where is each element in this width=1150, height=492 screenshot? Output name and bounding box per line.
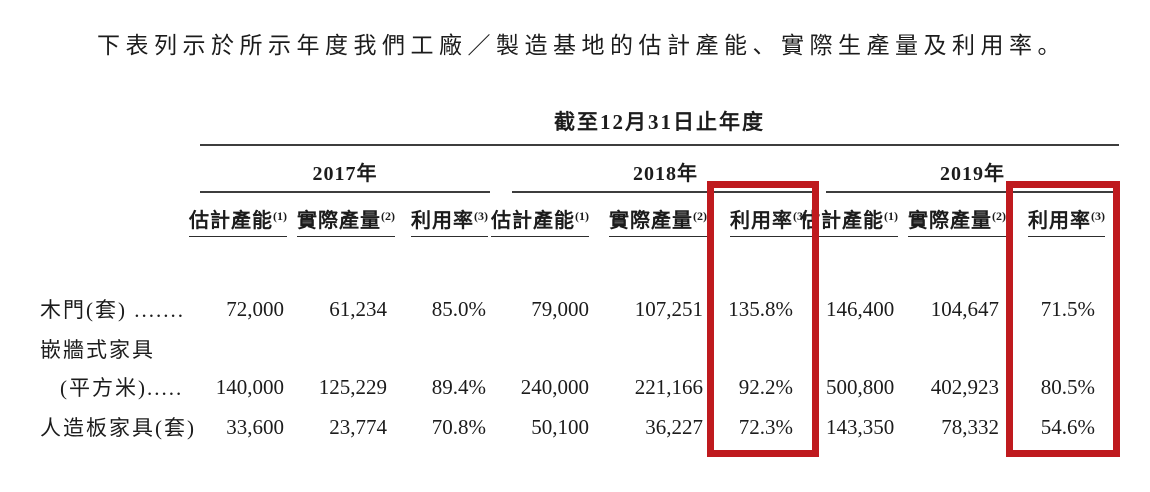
table-row-wallmounted-furniture-label: 嵌牆式家具 xyxy=(40,330,1119,368)
column-header-2019-actual-output: 實際產量(2) xyxy=(901,204,1006,240)
value-cell: 80.5% xyxy=(1040,374,1095,399)
value-cell: 92.2% xyxy=(738,374,793,399)
header-body-spacer xyxy=(40,240,1119,288)
column-header-2018-estimated-capacity: 估計產能(1) xyxy=(491,204,592,240)
period-header-row: 截至12月31日止年度 xyxy=(40,98,1119,146)
value-cell: 71.5% xyxy=(1040,296,1095,321)
header-note-superscript: (2) xyxy=(381,209,395,223)
header-note-superscript: (2) xyxy=(693,209,707,223)
value-cell: 146,400 xyxy=(826,296,895,321)
row-label: 人造板家具(套) xyxy=(40,416,196,440)
value-cell: 72,000 xyxy=(226,296,284,321)
header-label: 實際產量 xyxy=(908,210,992,232)
year-header-2019: 2019年 xyxy=(826,146,1119,193)
value-cell: 240,000 xyxy=(520,374,589,399)
value-cell: 89.4% xyxy=(431,374,486,399)
value-cell: 221,166 xyxy=(634,374,703,399)
column-header-2018-actual-output: 實際產量(2) xyxy=(592,204,707,240)
period-header: 截至12月31日止年度 xyxy=(200,98,1119,146)
header-label: 利用率 xyxy=(411,210,474,232)
column-header-2019-utilization: 利用率(3) xyxy=(1006,204,1119,240)
column-header-2017-estimated-capacity: 估計產能(1) xyxy=(189,204,290,240)
value-cell: 107,251 xyxy=(634,296,703,321)
value-cell: 125,229 xyxy=(318,374,387,399)
value-cell: 72.3% xyxy=(738,414,793,439)
header-label: 實際產量 xyxy=(609,210,693,232)
capacity-table: 截至12月31日止年度 2017年 2018年 2019年 估計產能(1) 實際… xyxy=(40,98,1119,448)
column-header-2017-actual-output: 實際產量(2) xyxy=(290,204,395,240)
column-header-2018-utilization: 利用率(3) xyxy=(707,204,819,240)
year-header-2017: 2017年 xyxy=(200,146,490,193)
column-header-row: 估計產能(1) 實際產量(2) 利用率(3) 估計產能(1) 實際產量(2) 利… xyxy=(40,193,1119,240)
value-cell: 402,923 xyxy=(930,374,999,399)
header-note-superscript: (2) xyxy=(992,209,1006,223)
value-cell: 33,600 xyxy=(226,414,284,439)
column-header-2017-utilization: 利用率(3) xyxy=(395,204,490,240)
header-label: 估計產能 xyxy=(800,210,884,232)
row-label: 木門(套) ....... xyxy=(40,298,185,322)
value-cell: 23,774 xyxy=(329,414,387,439)
header-note-superscript: (1) xyxy=(575,209,589,223)
value-cell: 78,332 xyxy=(941,414,999,439)
value-cell: 79,000 xyxy=(531,296,589,321)
header-note-superscript: (3) xyxy=(1091,209,1105,223)
header-note-superscript: (3) xyxy=(474,209,488,223)
column-header-2019-estimated-capacity: 估計產能(1) xyxy=(800,204,901,240)
header-label: 利用率 xyxy=(730,210,793,232)
table-row-wooden-doors: 木門(套) ....... 72,000 61,234 85.0% 79,000… xyxy=(40,288,1119,330)
value-cell: 140,000 xyxy=(215,374,284,399)
row-label: 嵌牆式家具 xyxy=(40,338,155,362)
value-cell: 61,234 xyxy=(329,296,387,321)
value-cell: 54.6% xyxy=(1040,414,1095,439)
header-label: 估計產能 xyxy=(189,210,273,232)
header-label: 利用率 xyxy=(1028,210,1091,232)
header-label: 實際產量 xyxy=(297,210,381,232)
year-header-row: 2017年 2018年 2019年 xyxy=(40,146,1119,193)
header-label: 估計產能 xyxy=(491,210,575,232)
year-header-2018: 2018年 xyxy=(512,146,819,193)
value-cell: 500,800 xyxy=(826,374,895,399)
value-cell: 135.8% xyxy=(728,296,793,321)
value-cell: 104,647 xyxy=(930,296,999,321)
value-cell: 36,227 xyxy=(645,414,703,439)
table-row-engineered-board-furniture: 人造板家具(套) 33,600 23,774 70.8% 50,100 36,2… xyxy=(40,406,1119,448)
header-note-superscript: (3) xyxy=(793,209,807,223)
header-note-superscript: (1) xyxy=(884,209,898,223)
page-title: 下表列示於所示年度我們工廠／製造基地的估計產能、實際生產量及利用率。 xyxy=(97,33,1066,58)
table-row-wallmounted-furniture-values: (平方米)..... 140,000 125,229 89.4% 240,000… xyxy=(40,368,1119,406)
value-cell: 50,100 xyxy=(531,414,589,439)
header-note-superscript: (1) xyxy=(273,209,287,223)
value-cell: 85.0% xyxy=(431,296,486,321)
value-cell: 70.8% xyxy=(431,414,486,439)
row-label: (平方米)..... xyxy=(60,376,184,400)
value-cell: 143,350 xyxy=(826,414,895,439)
